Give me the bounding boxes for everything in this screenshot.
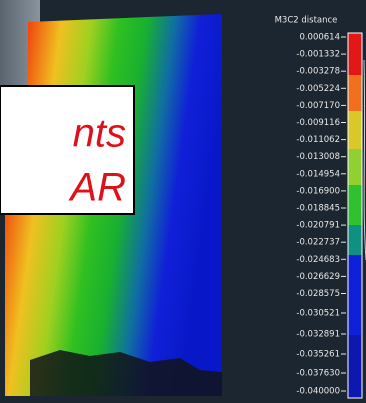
- viewer: nts AR M3C2 distance 0.000614 -0.001332 -0…: [0, 0, 366, 403]
- overlay-text: AR: [68, 166, 126, 210]
- bar-segment: [348, 33, 362, 75]
- scale-label: -0.011062: [296, 135, 340, 145]
- scale-label: -0.009116: [296, 118, 340, 128]
- bar-segment: [348, 75, 362, 111]
- scale-label: -0.001332: [296, 50, 340, 60]
- scale-label: -0.005224: [296, 84, 340, 94]
- scale-label: -0.026629: [296, 272, 340, 282]
- bar-segment: [348, 255, 362, 335]
- scale-label: -0.014954: [296, 169, 340, 179]
- scale-label: -0.032891: [296, 330, 340, 340]
- scale-label: -0.020791: [296, 221, 340, 231]
- bar-segment: [348, 185, 362, 225]
- scale-label: 0.000614: [299, 33, 340, 43]
- overlay-text: nts: [73, 112, 126, 156]
- scale-label: -0.035261: [296, 350, 340, 360]
- scale-label: -0.024683: [296, 255, 340, 265]
- bar-segment: [348, 335, 362, 398]
- bar-segment: [348, 111, 362, 149]
- scale-label: -0.030521: [296, 309, 340, 319]
- scale-label: -0.007170: [296, 101, 340, 111]
- color-bar: [348, 33, 366, 398]
- scale-label: -0.022737: [296, 238, 340, 248]
- scale-label: -0.016900: [296, 186, 340, 196]
- scale-label: -0.028575: [296, 289, 340, 299]
- scale-label: -0.013008: [296, 152, 340, 162]
- scale-label: -0.037630: [296, 369, 340, 379]
- scale-label: -0.040000: [296, 387, 340, 397]
- bar-segment: [348, 149, 362, 185]
- scale-label: -0.003278: [296, 67, 340, 77]
- scale-label: -0.018845: [296, 204, 340, 214]
- scale-title: M3C2 distance: [275, 16, 338, 26]
- bar-segment: [348, 225, 362, 255]
